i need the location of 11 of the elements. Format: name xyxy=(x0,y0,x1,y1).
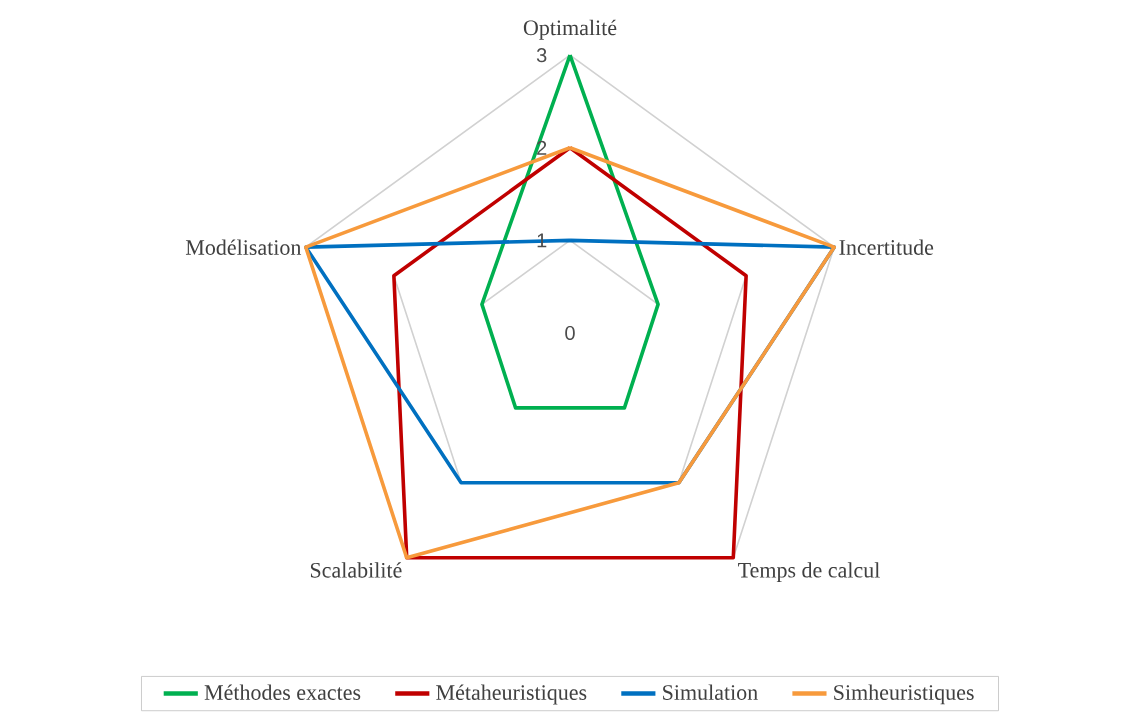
y-tick-label: 3 xyxy=(536,48,547,63)
legend-label: Métaheuristiques xyxy=(436,684,587,705)
legend-label: Simulation xyxy=(663,684,758,700)
legend-label: Simheuristiques xyxy=(834,684,974,705)
spoke-label: Optimalité xyxy=(523,19,617,40)
y-tick-label: 0 xyxy=(565,325,575,341)
spoke-label: Temps de calcul xyxy=(738,562,880,583)
spoke-label: Modélisation xyxy=(185,239,302,255)
legend-label: Méthodes exactes xyxy=(204,684,361,700)
spoke-label: Incertitude xyxy=(839,239,934,255)
spoke-label: Scalabilité xyxy=(310,562,402,578)
